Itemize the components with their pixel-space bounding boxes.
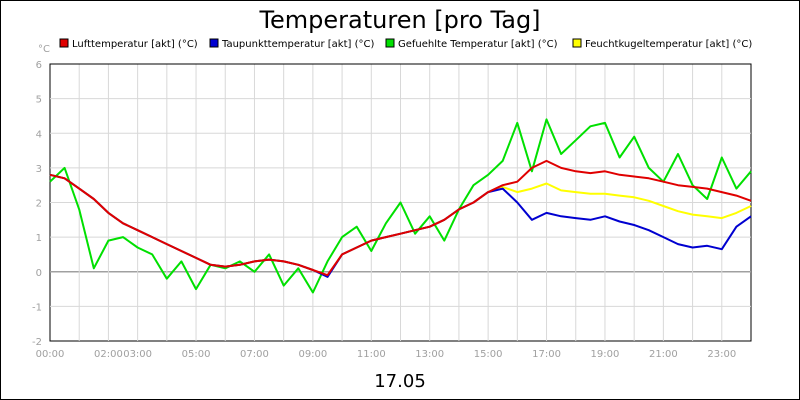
x-tick-label: 11:00 (357, 349, 386, 360)
x-tick-label: 17:00 (532, 349, 561, 360)
series-line-0 (49, 159, 752, 277)
legend-swatch (572, 38, 582, 48)
legend-item: Feuchtkugeltemperatur [akt] (°C) (572, 38, 752, 50)
y-tick-label: 4 (36, 129, 42, 140)
legend-label: Feuchtkugeltemperatur [akt] (°C) (585, 39, 752, 50)
x-tick-label: 02:00 (94, 349, 123, 360)
legend-item: Lufttemperatur [akt] (°C) (59, 38, 198, 50)
y-tick-label: -2 (32, 337, 42, 348)
y-tick-label: 5 (36, 95, 42, 106)
x-tick-label: 05:00 (182, 349, 211, 360)
legend-label: Taupunkttemperatur [akt] (°C) (221, 39, 374, 50)
legend-swatch (209, 38, 219, 48)
legend-item: Gefuehlte Temperatur [akt] (°C) (385, 38, 558, 50)
x-tick-label: 13:00 (415, 349, 444, 360)
x-tick-label: 03:00 (123, 349, 152, 360)
legend: Lufttemperatur [akt] (°C) Taupunkttempera… (59, 38, 752, 50)
y-tick-label: 1 (36, 233, 42, 244)
x-tick-label: 21:00 (649, 349, 678, 360)
legend-swatch (59, 38, 69, 48)
y-unit-label: °C (38, 44, 50, 55)
y-tick-label: 2 (36, 199, 42, 210)
y-tick-label: -1 (32, 302, 42, 313)
series-line-2 (49, 118, 752, 294)
x-tick-label: 23:00 (707, 349, 736, 360)
x-tick-label: 07:00 (240, 349, 269, 360)
legend-label: Lufttemperatur [akt] (°C) (72, 39, 198, 50)
y-tick-label: 3 (36, 164, 42, 175)
legend-swatch (385, 38, 395, 48)
legend-item: Taupunkttemperatur [akt] (°C) (209, 38, 374, 50)
x-axis-label: 17.05 (374, 371, 426, 392)
y-tick-label: 6 (36, 60, 42, 71)
x-tick-label: 00:00 (36, 349, 65, 360)
y-axis-ticks: 6 5 4 3 2 1 0 -1 -2 (32, 60, 42, 348)
x-axis-ticks: 00:00 02:00 03:00 05:00 07:00 09:00 11:00 13:00… (36, 349, 737, 360)
grid (50, 64, 751, 341)
chart-title: Temperaturen [pro Tag] (258, 6, 540, 34)
legend-label: Gefuehlte Temperatur [akt] (°C) (398, 39, 558, 50)
x-tick-label: 15:00 (474, 349, 503, 360)
x-tick-label: 19:00 (591, 349, 620, 360)
x-tick-label: 09:00 (298, 349, 327, 360)
y-tick-label: 0 (36, 268, 42, 279)
series-layer (49, 118, 752, 294)
